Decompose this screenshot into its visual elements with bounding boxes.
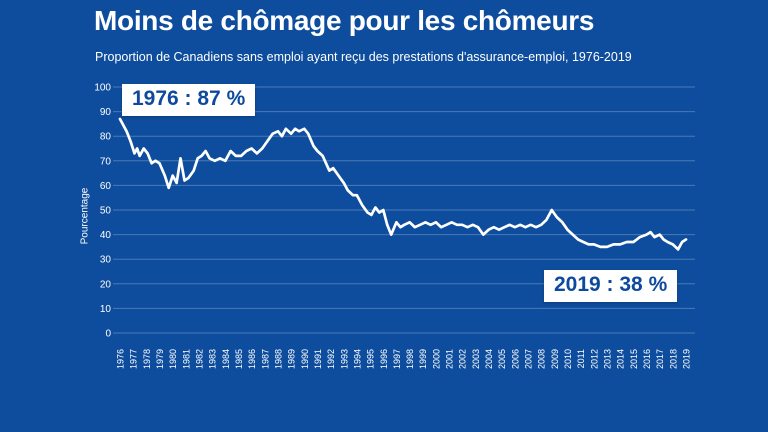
x-tick-label: 1980 [168, 349, 178, 369]
x-tick-label: 2018 [668, 349, 678, 369]
x-tick-label: 2017 [655, 349, 665, 369]
x-tick-label: 2016 [642, 349, 652, 369]
y-tick-label: 20 [100, 279, 112, 290]
x-tick-label: 1991 [313, 349, 323, 369]
x-tick-label: 2000 [431, 349, 441, 369]
x-tick-label: 2004 [484, 349, 494, 369]
x-tick-label: 1978 [142, 349, 152, 369]
x-tick-label: 2014 [616, 349, 626, 369]
x-tick-label: 1982 [194, 349, 204, 369]
x-tick-label: 1997 [392, 349, 402, 369]
y-tick-label: 10 [100, 304, 112, 315]
x-tick-label: 1998 [405, 349, 415, 369]
x-tick-label: 2013 [603, 349, 613, 369]
y-tick-label: 80 [100, 132, 112, 143]
x-tick-label: 1995 [366, 349, 376, 369]
y-tick-label: 30 [100, 255, 112, 266]
x-tick-label: 1994 [352, 349, 362, 369]
x-tick-label: 1988 [273, 349, 283, 369]
annotation-1976: 1976 : 87 % [122, 84, 256, 116]
chart-subtitle: Proportion de Canadiens sans emploi ayan… [95, 50, 632, 64]
x-tick-label: 2005 [497, 349, 507, 369]
x-tick-label: 1981 [181, 349, 191, 369]
y-tick-label: 70 [100, 156, 112, 167]
x-tick-label: 1984 [221, 349, 231, 369]
x-tick-label: 2003 [471, 349, 481, 369]
x-tick-label: 2011 [576, 349, 586, 368]
x-tick-label: 1989 [287, 349, 297, 369]
x-tick-label: 2019 [682, 349, 692, 369]
y-tick-label: 60 [100, 181, 112, 192]
x-tick-label: 1990 [300, 349, 310, 369]
y-tick-label: 90 [100, 107, 112, 118]
annotation-2019: 2019 : 38 % [544, 270, 678, 302]
x-tick-label: 2009 [550, 349, 560, 369]
x-tick-label: 1992 [326, 349, 336, 369]
x-tick-label: 1985 [234, 349, 244, 369]
x-tick-label: 1979 [155, 349, 165, 369]
y-tick-label: 0 [105, 329, 111, 340]
x-tick-label: 1996 [379, 349, 389, 369]
page-title: Moins de chômage pour les chômeurs [94, 5, 595, 36]
y-tick-label: 40 [100, 230, 112, 241]
x-tick-label: 1999 [418, 349, 428, 369]
x-tick-label: 1983 [208, 349, 218, 369]
x-tick-label: 1993 [339, 349, 349, 369]
x-tick-label: 2001 [445, 349, 455, 369]
x-tick-label: 2002 [458, 349, 468, 369]
x-tick-label: 2008 [537, 349, 547, 369]
x-tick-label: 1977 [129, 349, 139, 369]
x-tick-label: 2012 [589, 349, 599, 369]
x-tick-label: 1976 [116, 349, 126, 369]
x-tick-label: 2015 [629, 349, 639, 369]
x-tick-label: 2007 [524, 349, 534, 369]
x-tick-label: 2006 [510, 349, 520, 369]
x-tick-label: 1986 [247, 349, 257, 369]
x-tick-label: 1987 [260, 349, 270, 369]
data-line [118, 117, 688, 251]
y-tick-label: 50 [100, 206, 112, 217]
x-tick-label: 2010 [563, 349, 573, 369]
y-tick-label: 100 [94, 83, 111, 94]
